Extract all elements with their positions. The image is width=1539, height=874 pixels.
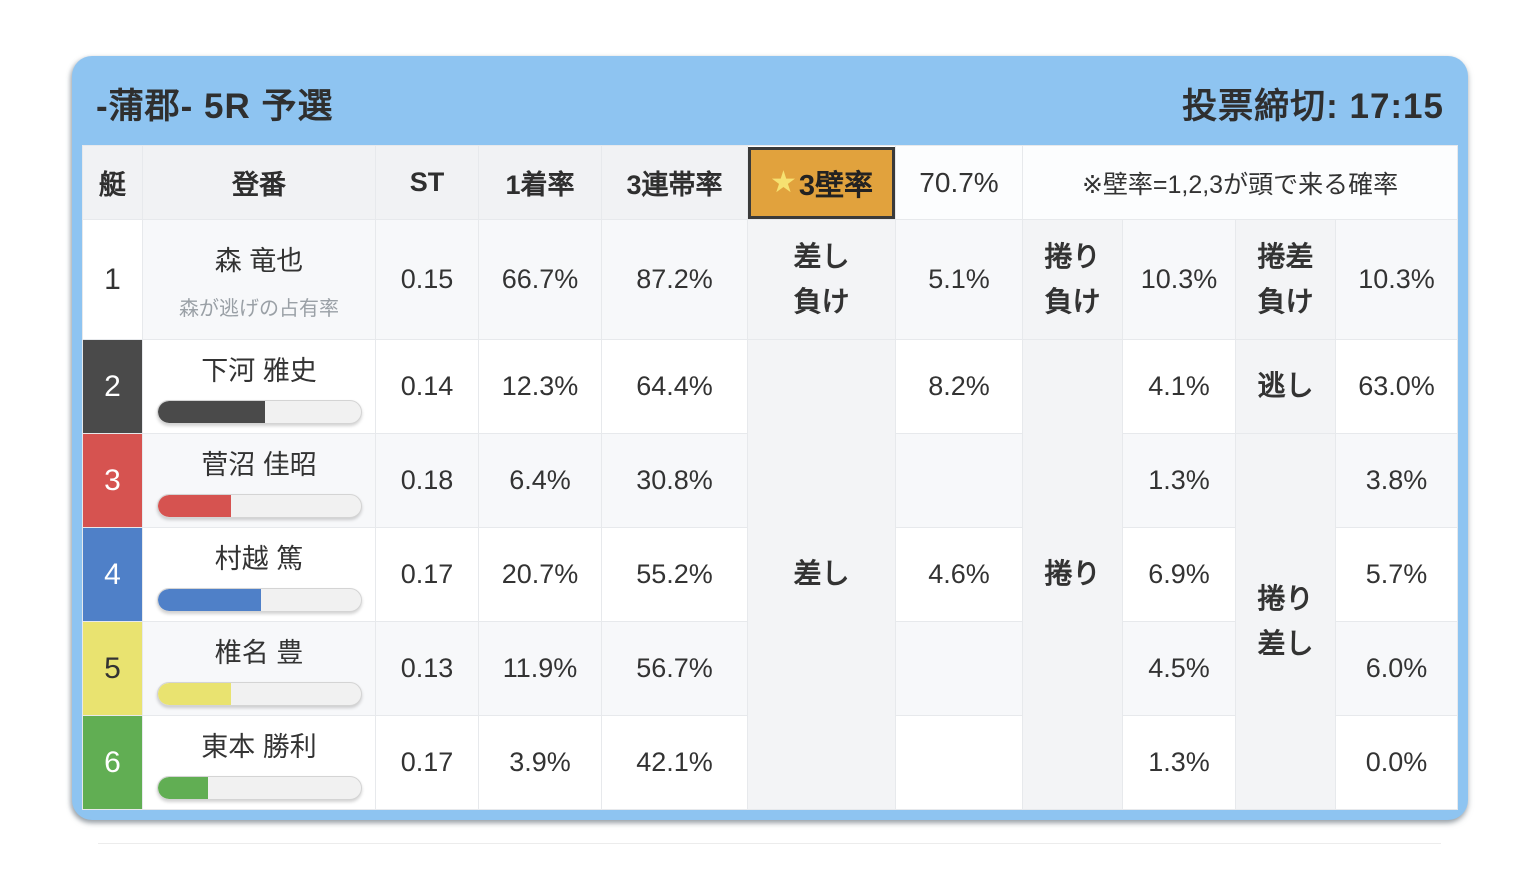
top3-rate-value: 56.7% bbox=[601, 621, 748, 716]
st-value: 0.18 bbox=[375, 433, 479, 528]
racer-subtitle: 森が逃げの占有率 bbox=[179, 297, 339, 320]
racer-row-2: 2 下河 雅史 0.14 12.3% 64.4% 差し 8.2% bbox=[82, 339, 1459, 810]
makurizashi-value: 3.8% bbox=[1334, 433, 1459, 528]
makuri-value: 1.3% bbox=[1122, 433, 1236, 528]
racer-cell: 東本 勝利 bbox=[142, 715, 376, 810]
racer-name: 菅沼 佳昭 bbox=[201, 450, 317, 480]
boat-number: 5 bbox=[82, 621, 143, 716]
makuri-value: 6.9% bbox=[1122, 527, 1236, 622]
first-rate-value: 3.9% bbox=[478, 715, 602, 810]
makuri-value: 1.3% bbox=[1122, 715, 1236, 810]
sashi-value: 8.2% bbox=[895, 339, 1023, 434]
makurizashi-value: 0.0% bbox=[1334, 715, 1459, 810]
col-header-reg: 登番 bbox=[142, 145, 376, 220]
star-icon: ★ bbox=[769, 166, 797, 199]
top3-rate-value: 30.8% bbox=[601, 433, 748, 528]
vote-deadline: 投票締切: 17:15 bbox=[1182, 87, 1444, 126]
label-makuri-merged: 捲り bbox=[1022, 339, 1123, 810]
racer-row-3: 3 菅沼 佳昭 0.18 6.4% 30.8% 1.3% 捲 bbox=[82, 433, 1459, 810]
top3-rate-value: 42.1% bbox=[601, 715, 748, 810]
rate-bar-fill bbox=[157, 777, 209, 799]
racer-cell: 下河 雅史 bbox=[142, 339, 376, 434]
rate-bar-fill bbox=[157, 589, 262, 611]
rate-bar-fill bbox=[157, 401, 266, 423]
race-title: -蒲郡- 5R 予選 bbox=[96, 87, 334, 126]
race-table: 艇 登番 ST 1着率 3連帯率 ★ 3壁率 70.7% ※壁率=1,2,3が頭… bbox=[82, 145, 1459, 810]
makuri-value: 10.3% bbox=[1122, 219, 1236, 340]
first-rate-value: 12.3% bbox=[478, 339, 602, 434]
racer-cell: 村越 篤 bbox=[142, 527, 376, 622]
sashi-value: 5.1% bbox=[895, 219, 1023, 340]
sashi-value bbox=[895, 715, 1023, 810]
st-value: 0.17 bbox=[375, 715, 479, 810]
first-rate-value: 11.9% bbox=[478, 621, 602, 716]
racer-name: 下河 雅史 bbox=[201, 356, 317, 386]
racer-cell: 菅沼 佳昭 bbox=[142, 433, 376, 528]
racer-cell: 椎名 豊 bbox=[142, 621, 376, 716]
boat-number: 3 bbox=[82, 433, 143, 528]
label-nigashi: 逃し bbox=[1235, 339, 1336, 434]
rate-bar bbox=[156, 776, 362, 800]
makurizashi-value: 63.0% bbox=[1334, 339, 1459, 434]
first-rate-value: 6.4% bbox=[478, 433, 602, 528]
wall-rate-note: ※壁率=1,2,3が頭で来る確率 bbox=[1021, 145, 1459, 220]
racer-row-5: 5 椎名 豊 0.13 11.9% 56.7% 4.5% 6 bbox=[82, 621, 1459, 716]
racer-row-1: 1 森 竜也 森が逃げの占有率 0.15 66.7% 87.2% 差し 負け 5… bbox=[82, 219, 1459, 340]
label-makurizashi-make: 捲差 負け bbox=[1235, 219, 1336, 340]
rate-bar bbox=[156, 588, 362, 612]
boat-number: 1 bbox=[82, 219, 143, 340]
sashi-value bbox=[895, 433, 1023, 528]
racer-row-6: 6 東本 勝利 0.17 3.9% 42.1% 1.3% 0 bbox=[82, 715, 1459, 810]
label-sashi-make: 差し 負け bbox=[747, 219, 896, 340]
label-sashi-merged: 差し bbox=[747, 339, 896, 810]
boat-number: 6 bbox=[82, 715, 143, 810]
rate-bar bbox=[156, 494, 362, 518]
page-divider bbox=[98, 843, 1441, 844]
top3-rate-value: 55.2% bbox=[601, 527, 748, 622]
wall-rate-button[interactable]: ★ 3壁率 bbox=[748, 146, 895, 219]
st-value: 0.14 bbox=[375, 339, 479, 434]
makuri-value: 4.1% bbox=[1122, 339, 1236, 434]
table-header-row: 艇 登番 ST 1着率 3連帯率 ★ 3壁率 70.7% ※壁率=1,2,3が頭… bbox=[82, 145, 1459, 220]
rate-bar bbox=[156, 400, 362, 424]
makurizashi-value: 10.3% bbox=[1334, 219, 1459, 340]
col-header-boat: 艇 bbox=[82, 145, 143, 220]
racer-name: 東本 勝利 bbox=[201, 732, 317, 762]
makurizashi-value: 6.0% bbox=[1334, 621, 1459, 716]
col-header-top3-rate: 3連帯率 bbox=[601, 145, 748, 220]
race-card-header: -蒲郡- 5R 予選 投票締切: 17:15 bbox=[82, 66, 1458, 145]
racer-row-4: 4 村越 篤 0.17 20.7% 55.2% 4.6% 6.9% bbox=[82, 527, 1459, 622]
st-value: 0.17 bbox=[375, 527, 479, 622]
makuri-value: 4.5% bbox=[1122, 621, 1236, 716]
boat-number: 4 bbox=[82, 527, 143, 622]
wall-rate-value: 70.7% bbox=[895, 145, 1023, 220]
st-value: 0.15 bbox=[375, 219, 479, 340]
first-rate-value: 20.7% bbox=[478, 527, 602, 622]
racer-name: 村越 篤 bbox=[214, 544, 304, 574]
racer-cell: 森 竜也 森が逃げの占有率 bbox=[142, 219, 376, 340]
st-value: 0.13 bbox=[375, 621, 479, 716]
rate-bar bbox=[156, 682, 362, 706]
race-card: -蒲郡- 5R 予選 投票締切: 17:15 艇 登番 ST 1着率 3連帯率 bbox=[72, 56, 1468, 820]
makurizashi-value: 5.7% bbox=[1334, 527, 1459, 622]
col-header-st: ST bbox=[375, 145, 479, 220]
sashi-value bbox=[895, 621, 1023, 716]
wall-rate-header-cell: ★ 3壁率 bbox=[747, 145, 896, 220]
label-makuri-make: 捲り 負け bbox=[1022, 219, 1123, 340]
label-makurizashi-merged: 捲り 差し bbox=[1235, 433, 1336, 810]
top3-rate-value: 64.4% bbox=[601, 339, 748, 434]
rate-bar-fill bbox=[157, 495, 231, 517]
boat-number: 2 bbox=[82, 339, 143, 434]
first-rate-value: 66.7% bbox=[478, 219, 602, 340]
sashi-value: 4.6% bbox=[895, 527, 1023, 622]
wall-rate-label: 3壁率 bbox=[798, 169, 874, 202]
top3-rate-value: 87.2% bbox=[601, 219, 748, 340]
col-header-first-rate: 1着率 bbox=[478, 145, 602, 220]
racer-name: 椎名 豊 bbox=[214, 638, 304, 668]
rate-bar-fill bbox=[157, 683, 231, 705]
racer-name: 森 竜也 bbox=[214, 245, 304, 276]
